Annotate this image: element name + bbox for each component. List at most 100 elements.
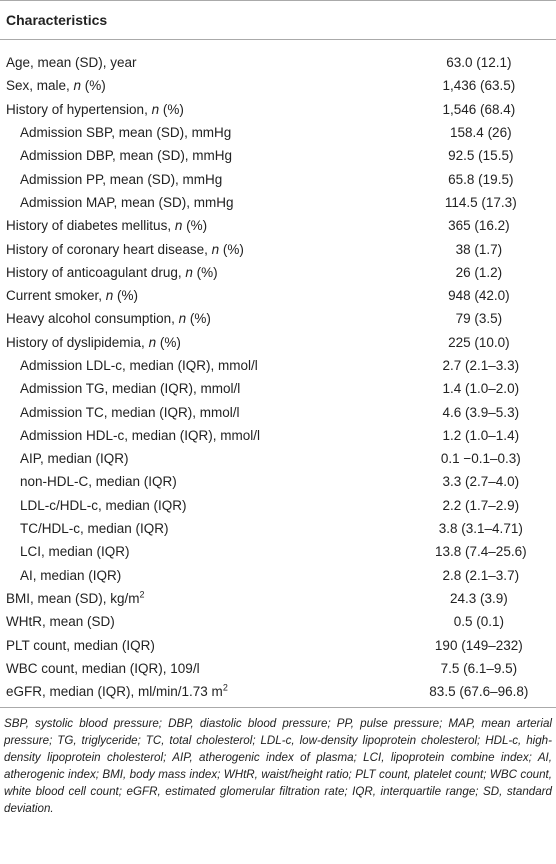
label-text: (%) [192,264,218,280]
row-label: History of coronary heart disease, n (%) [0,242,402,257]
row-label: Heavy alcohol consumption, n (%) [0,311,402,326]
label-superscript: 2 [222,682,228,693]
row-value: 65.8 (19.5) [448,171,514,187]
table-row: WHtR, mean (SD) 0.5 (0.1) [0,610,556,633]
label-italic: n [178,311,187,327]
row-label: eGFR, median (IQR), ml/min/1.73 m2 [0,682,402,700]
row-label: Admission TG, median (IQR), mmol/l [0,381,406,396]
row-label: WBC count, median (IQR), 109/l [0,661,402,676]
table-body: Age, mean (SD), year 63.0 (12.1) Sex, male… [0,40,556,703]
table-row: History of dyslipidemia, n (%) 225 (10.0) [0,331,556,354]
row-label: AI, median (IQR) [0,568,406,583]
row-label: History of dyslipidemia, n (%) [0,335,402,350]
table-row: AIP, median (IQR) 0.1 −0.1–0.3) [0,447,556,470]
row-value: 38 (1.7) [455,241,503,257]
row-value: 0.5 (0.1) [453,614,504,630]
table-row: LCI, median (IQR) 13.8 (7.4–25.6) [0,540,556,563]
label-text: (%) [182,218,208,234]
row-value: 365 (16.2) [448,218,510,234]
table-row: Admission PP, mean (SD), mmHg 65.8 (19.5) [0,167,556,190]
row-label: History of diabetes mellitus, n (%) [0,218,402,233]
label-text: non-HDL-C, median (IQR) [20,474,177,490]
label-text: (%) [113,288,139,304]
label-text: Admission HDL-c, median (IQR), mmol/l [20,427,261,443]
row-label: LDL-c/HDL-c, median (IQR) [0,498,406,513]
table-row: eGFR, median (IQR), ml/min/1.73 m2 83.5 (… [0,680,556,703]
row-label: BMI, mean (SD), kg/m2 [0,589,402,606]
row-label: Age, mean (SD), year [0,55,402,70]
row-value: 190 (149–232) [434,637,523,653]
table-row: non-HDL-C, median (IQR) 3.3 (2.7–4.0) [0,470,556,493]
label-text: Age, mean (SD), year [6,55,137,71]
row-value: 4.6 (3.9–5.3) [442,404,520,420]
table-row: WBC count, median (IQR), 109/l 7.5 (6.1–9… [0,657,556,680]
label-text: Admission DBP, mean (SD), mmHg [20,148,233,164]
row-label: Admission SBP, mean (SD), mmHg [0,125,406,140]
label-superscript: 2 [139,589,145,600]
row-value: 83.5 (67.6–96.8) [429,684,529,700]
row-label: Sex, male, n (%) [0,78,402,93]
row-value: 3.3 (2.7–4.0) [442,474,520,490]
row-value: 1,546 (68.4) [442,101,516,117]
label-text: (%) [159,101,184,117]
label-text: (%) [81,78,106,94]
label-text: (%) [186,311,211,327]
row-label: Admission PP, mean (SD), mmHg [0,172,406,187]
table-row: BMI, mean (SD), kg/m2 24.3 (3.9) [0,587,556,610]
label-italic: n [73,78,82,94]
table-row: Admission TC, median (IQR), mmol/l 4.6 (3… [0,400,556,423]
label-italic: n [105,288,114,304]
label-text: History of anticoagulant drug, [6,264,186,280]
table-row: PLT count, median (IQR) 190 (149–232) [0,633,556,656]
label-text: Admission TC, median (IQR), mmol/l [20,404,240,420]
table-row: Heavy alcohol consumption, n (%) 79 (3.5) [0,307,556,330]
row-label: Admission LDL-c, median (IQR), mmol/l [0,358,406,373]
label-text: TC/HDL-c, median (IQR) [20,521,169,537]
label-text: WBC count, median (IQR), 109/l [6,660,200,676]
row-value: 114.5 (17.3) [444,194,517,210]
row-label: Current smoker, n (%) [0,288,402,303]
table-header: Characteristics [0,0,556,40]
label-text: Admission LDL-c, median (IQR), mmol/l [20,358,258,373]
row-label: PLT count, median (IQR) [0,638,402,653]
label-text: WHtR, mean (SD) [6,614,115,630]
label-text: AIP, median (IQR) [20,451,129,467]
table-rule [0,707,556,709]
label-italic: n [174,218,183,234]
label-text: (%) [219,241,244,257]
table-row: TC/HDL-c, median (IQR) 3.8 (3.1–4.71) [0,517,556,540]
table-row: Age, mean (SD), year 63.0 (12.1) [0,51,556,74]
label-text: Admission MAP, mean (SD), mmHg [20,194,234,210]
label-italic: n [211,241,220,257]
table-row: History of anticoagulant drug, n (%) 26 (… [0,261,556,284]
row-value: 79 (3.5) [455,311,503,327]
row-value: 0.1 −0.1–0.3) [440,451,521,467]
table-row: LDL-c/HDL-c, median (IQR) 2.2 (1.7–2.9) [0,494,556,517]
row-value: 24.3 (3.9) [449,590,508,606]
row-value: 225 (10.0) [448,334,510,350]
table-row: Sex, male, n (%) 1,436 (63.5) [0,74,556,97]
table-row: Admission LDL-c, median (IQR), mmol/l 2.7… [0,354,556,377]
row-label: History of anticoagulant drug, n (%) [0,265,402,280]
label-text: AI, median (IQR) [20,567,122,583]
row-label: LCI, median (IQR) [0,544,406,559]
row-value: 1.2 (1.0–1.4) [442,427,520,443]
row-value: 1.4 (1.0–2.0) [442,381,520,397]
table-row: AI, median (IQR) 2.8 (2.1–3.7) [0,564,556,587]
row-label: Admission TC, median (IQR), mmol/l [0,405,406,420]
row-label: History of hypertension, n (%) [0,102,402,117]
label-text: Admission PP, mean (SD), mmHg [20,171,223,187]
label-text: eGFR, median (IQR), ml/min/1.73 m [6,684,223,700]
label-text: History of diabetes mellitus, [6,218,175,234]
row-value: 948 (42.0) [448,288,510,304]
row-value: 92.5 (15.5) [448,148,514,164]
label-italic: n [151,101,160,117]
row-value: 2.7 (2.1–3.3) [442,358,520,373]
label-text: LCI, median (IQR) [20,544,130,560]
table-row: History of hypertension, n (%) 1,546 (68.… [0,98,556,121]
row-value: 13.8 (7.4–25.6) [435,544,527,560]
label-text: Sex, male, [6,78,74,94]
row-value: 26 (1.2) [455,264,503,280]
row-value: 63.0 (12.1) [446,55,512,71]
